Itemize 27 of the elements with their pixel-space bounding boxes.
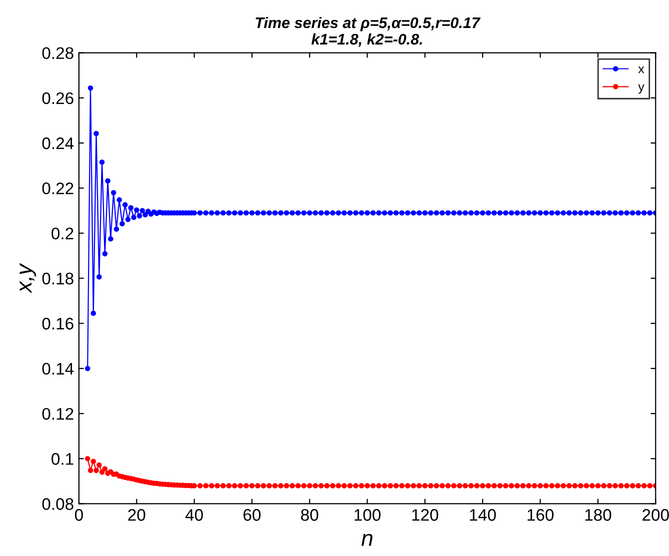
y-tick-label: 0.22 [42, 182, 74, 194]
legend-label: y [638, 84, 644, 94]
x-tick-label: 100 [354, 509, 381, 521]
x-tick-label: 180 [585, 509, 612, 521]
y-tick-label: 0.1 [52, 453, 74, 465]
x-tick-label: 60 [244, 509, 261, 521]
x-tick-label: 0 [74, 509, 83, 521]
x-tick-label: 120 [412, 509, 438, 521]
x-tick-label: 80 [301, 509, 318, 521]
y-tick-label: 0.26 [42, 92, 74, 104]
x-tick-label: 20 [128, 509, 146, 521]
x-tick-label: 40 [185, 509, 203, 521]
x-axis-title: n [361, 534, 372, 546]
y-tick-label: 0.08 [42, 498, 74, 510]
legend-label: x [638, 66, 644, 74]
y-tick-label: 0.18 [42, 272, 74, 284]
chart-title: Time series at ρ=5,α=0.5,r=0.17 k1=1.8, k2=-0.8. [256, 16, 481, 47]
x-tick-label: 140 [470, 509, 496, 521]
y-tick-label: 0.2 [52, 228, 74, 240]
x-tick-label: 160 [528, 509, 554, 521]
y-tick-label: 0.24 [42, 137, 74, 150]
y-tick-label: 0.16 [42, 318, 74, 330]
y-tick-label: 0.14 [42, 362, 74, 375]
y-tick-label: 0.28 [42, 47, 74, 60]
x-tick-label: 200 [642, 509, 669, 521]
y-tick-label: 0.12 [42, 408, 74, 420]
y-axis-title: x,y [20, 262, 36, 294]
